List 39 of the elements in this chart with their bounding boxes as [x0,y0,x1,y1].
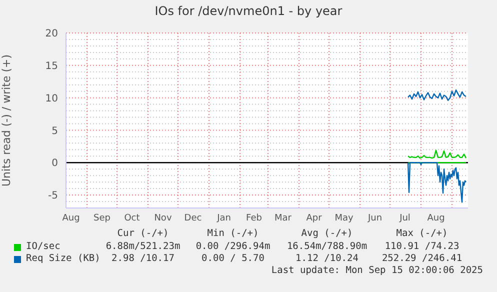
text: 110.91 /74.23 [384,241,460,252]
chart-title: IOs for /dev/nvme0n1 - by year [154,4,344,18]
text: 1.12 /10.24 [296,253,358,264]
x-tick-label: Aug [62,213,80,224]
legend-label: IO/sec [26,241,60,252]
y-tick-label: -5 [48,190,58,202]
x-tick-label: Jun [366,213,382,224]
x-tick-label: Feb [246,213,262,224]
text: Min (-/+) [207,228,259,239]
y-tick-label: 20 [45,28,58,40]
x-tick-label: Jul [398,213,410,224]
text: 0.00 /296.94m [196,241,270,252]
text: Avg (-/+) [301,228,353,239]
text: Cur (-/+) [117,228,169,239]
y-tick-label: 5 [52,126,58,137]
text: 0.00 / 5.70 [202,253,264,264]
text: 16.54m/788.90m [286,241,368,252]
text: 252.29 /246.41 [382,253,462,264]
x-tick-label: Nov [154,213,172,224]
text: 6.88m/521.23m [106,241,180,252]
line-series [407,162,467,203]
text: 2.98 /10.17 [112,253,174,264]
y-tick-label: 10 [45,93,58,104]
x-tick-label: Oct [124,213,140,224]
x-tick-label: Apr [306,213,322,224]
y-tick-label: 15 [45,60,58,72]
text: Last update: Mon Sep 15 02:00:06 2025 [271,265,483,276]
line-series [407,89,467,102]
y-tick-label: 0 [52,158,58,170]
x-tick-label: Dec [184,213,202,224]
x-tick-label: Jan [216,213,231,224]
line-series [407,150,467,159]
x-tick-label: Mar [274,213,292,224]
text: Max (-/+) [396,228,448,239]
x-tick-label: Sep [94,213,111,224]
y-axis-title: Units read (-) / write (+) [0,54,13,187]
x-tick-label: May [334,213,354,224]
x-tick-label: Aug [427,213,445,224]
legend-label: Req Size (KB) [26,253,100,264]
